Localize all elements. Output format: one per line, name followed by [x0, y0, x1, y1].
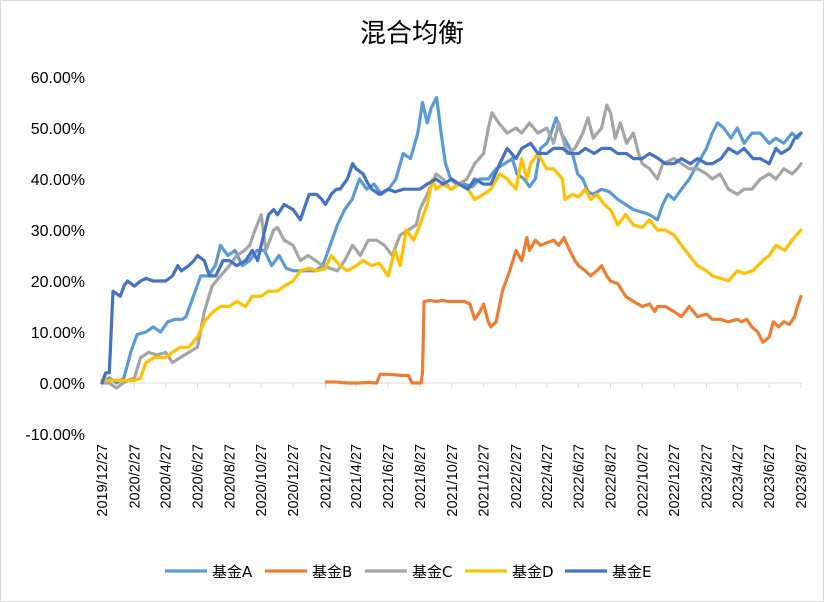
y-tick-label: 60.00% [31, 70, 85, 87]
y-tick-label: 40.00% [31, 172, 85, 189]
x-tick-label: 2020/10/27 [254, 444, 270, 517]
series-line-b [324, 236, 803, 385]
x-tick-label: 2021/2/27 [318, 444, 334, 509]
x-tick-label: 2022/4/27 [540, 444, 556, 509]
x-tick-label: 2022/6/27 [572, 444, 588, 509]
series-line-c [100, 103, 803, 390]
x-tick-label: 2022/8/27 [603, 444, 619, 509]
y-tick-label: -10.00% [25, 427, 85, 444]
plot-lines [100, 95, 803, 390]
x-tick-label: 2023/4/27 [730, 444, 746, 509]
x-tick-label: 2022/10/27 [635, 444, 651, 517]
y-tick-label: 0.00% [40, 376, 85, 393]
series-line-a [100, 95, 803, 385]
y-axis: -10.00% 0.00% 10.00% 20.00% 30.00% 40.00% 50.0… [25, 70, 85, 444]
x-tick-label: 2020/6/27 [191, 444, 207, 509]
x-tick-label: 2022/12/27 [667, 444, 683, 517]
legend-label: 基金C [412, 563, 452, 581]
legend-label: 基金A [212, 563, 253, 581]
x-axis: 2019/12/27 2020/2/27 2020/4/27 2020/6/27 202… [95, 382, 810, 517]
series-line-e [100, 131, 803, 385]
x-tick-label: 2019/12/27 [95, 444, 111, 517]
legend-label: 基金E [612, 563, 651, 581]
legend-label: 基金B [312, 563, 352, 581]
x-tick-label: 2023/6/27 [762, 444, 778, 509]
x-tick-label: 2022/2/27 [509, 444, 525, 509]
chart-title: 混合均衡 [360, 19, 464, 49]
y-tick-label: 30.00% [31, 223, 85, 240]
series-line-d [100, 151, 803, 382]
legend: 基金A 基金B 基金C 基金D 基金E [165, 563, 651, 581]
x-tick-label: 2021/8/27 [413, 444, 429, 509]
x-tick-label: 2023/2/27 [700, 444, 716, 509]
x-tick-label: 2023/8/27 [794, 444, 810, 509]
x-tick-label: 2020/2/27 [127, 444, 143, 509]
legend-label: 基金D [512, 563, 554, 581]
x-tick-label: 2021/6/27 [381, 444, 397, 509]
x-tick-label: 2021/10/27 [445, 444, 461, 517]
x-tick-label: 2021/4/27 [349, 444, 365, 509]
y-tick-label: 50.00% [31, 121, 85, 138]
y-tick-label: 10.00% [31, 325, 85, 342]
y-tick-label: 20.00% [31, 274, 85, 291]
x-tick-label: 2020/8/27 [222, 444, 238, 509]
x-tick-label: 2020/4/27 [159, 444, 175, 509]
x-tick-label: 2021/12/27 [477, 444, 493, 517]
x-tick-label: 2020/12/27 [286, 444, 302, 517]
